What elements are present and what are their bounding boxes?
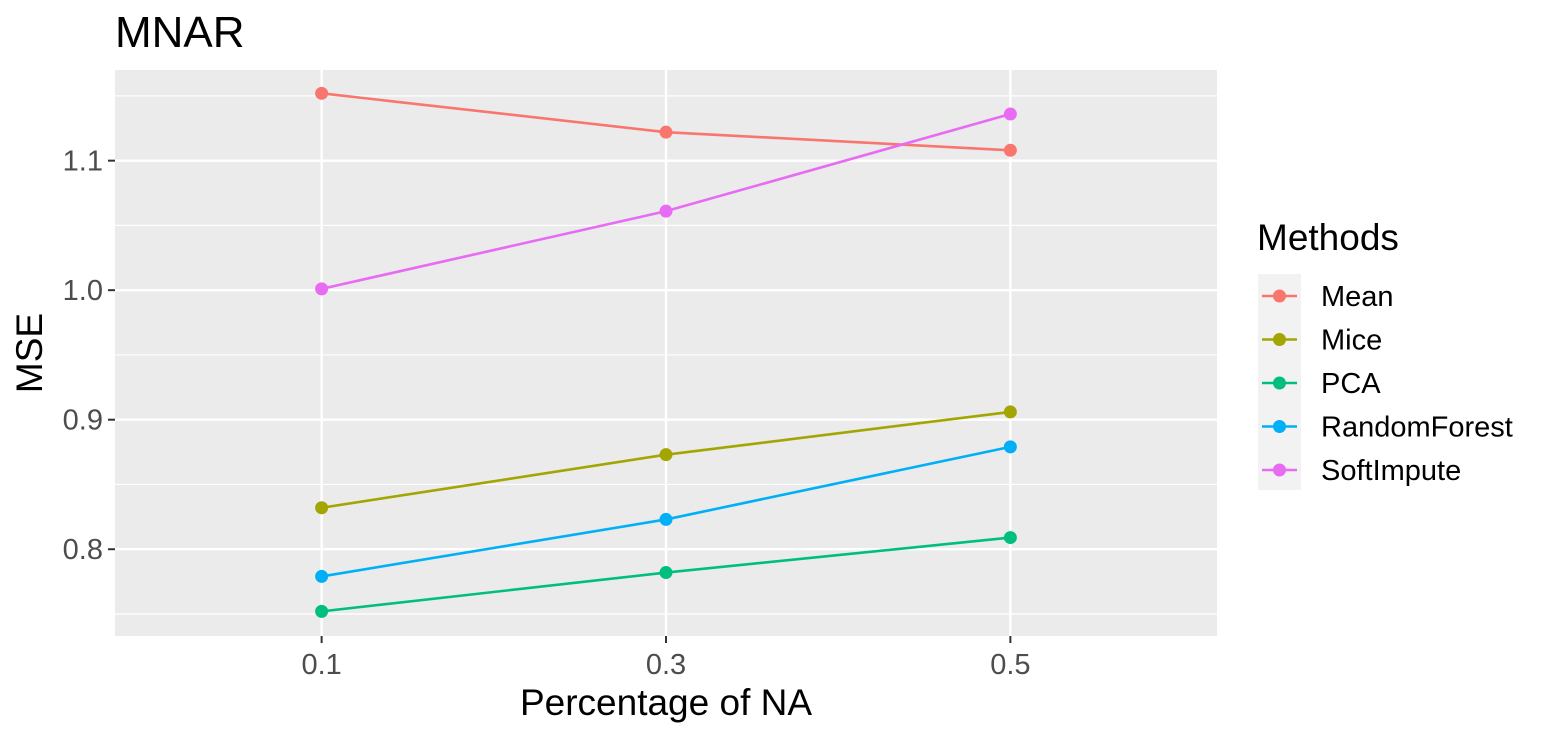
legend-title: Methods [1257,217,1399,258]
legend-label-randomforest: RandomForest [1321,412,1513,444]
legend-label-mice: Mice [1321,325,1382,357]
data-point-mice [1003,405,1017,419]
data-point-randomforest [659,512,673,526]
data-point-pca [315,604,329,618]
legend-point-softimpute [1273,463,1286,477]
x-tick-label: 0.3 [646,649,686,681]
legend-items: Mean Mice PCA RandomForest SoftImpute [1262,281,1513,487]
y-tick-label: 0.9 [63,405,103,437]
data-point-softimpute [659,204,673,218]
data-point-mice [659,448,673,462]
y-tick-label: 0.8 [63,534,103,566]
x-tick-label: 0.1 [301,649,341,681]
data-point-mean [315,86,329,100]
x-axis-title: Percentage of NA [520,682,812,723]
x-tick-label: 0.5 [990,649,1030,681]
data-point-randomforest [315,569,329,583]
data-point-pca [1003,531,1017,545]
y-tick-label: 1.1 [63,146,103,178]
legend-label-mean: Mean [1321,281,1394,313]
data-point-randomforest [1003,440,1017,454]
data-point-pca [659,566,673,580]
legend-label-pca: PCA [1321,368,1381,400]
chart-title: MNAR [115,8,245,57]
y-axis: 0.8 0.9 1.0 1.1 [63,146,115,566]
x-axis: 0.1 0.3 0.5 [301,636,1031,681]
legend-point-randomforest [1273,420,1286,433]
legend-point-mean [1273,289,1286,303]
legend-label-softimpute: SoftImpute [1321,455,1461,487]
y-tick-label: 1.0 [63,275,103,307]
legend-point-mice [1273,333,1286,346]
data-point-softimpute [315,282,329,296]
data-point-mean [1003,143,1017,157]
legend-point-pca [1273,376,1286,390]
data-point-mice [315,501,329,515]
data-point-mean [659,125,673,139]
series-layer [315,86,1017,618]
y-axis-title: MSE [9,313,50,393]
data-point-softimpute [1003,107,1017,121]
legend: Methods Mean Mice PCA RandomForest SoftImput… [1257,217,1513,490]
major-gridlines [115,70,1217,636]
